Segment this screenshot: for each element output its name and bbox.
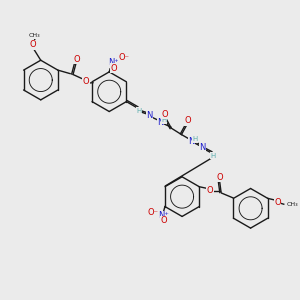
- Text: O: O: [111, 64, 117, 73]
- Text: O: O: [82, 77, 89, 86]
- Text: CH₃: CH₃: [286, 202, 298, 207]
- Text: O: O: [161, 216, 167, 225]
- Text: N: N: [199, 143, 206, 152]
- Text: O: O: [184, 116, 191, 125]
- Text: N: N: [146, 111, 153, 120]
- Text: O: O: [30, 40, 37, 49]
- Text: N: N: [157, 118, 164, 127]
- Text: H: H: [136, 108, 142, 114]
- Text: N: N: [188, 137, 195, 146]
- Text: O: O: [216, 173, 223, 182]
- Text: CH₃: CH₃: [28, 33, 40, 38]
- Text: O⁻: O⁻: [148, 208, 159, 217]
- Text: H: H: [193, 136, 198, 142]
- Text: O: O: [162, 110, 168, 119]
- Text: H: H: [161, 117, 166, 123]
- Text: O: O: [207, 186, 213, 195]
- Text: O: O: [74, 55, 80, 64]
- Text: O: O: [274, 198, 281, 207]
- Text: H: H: [210, 153, 215, 159]
- Text: O⁻: O⁻: [119, 53, 130, 62]
- Text: N⁺: N⁺: [159, 211, 170, 220]
- Text: N⁺: N⁺: [109, 58, 119, 68]
